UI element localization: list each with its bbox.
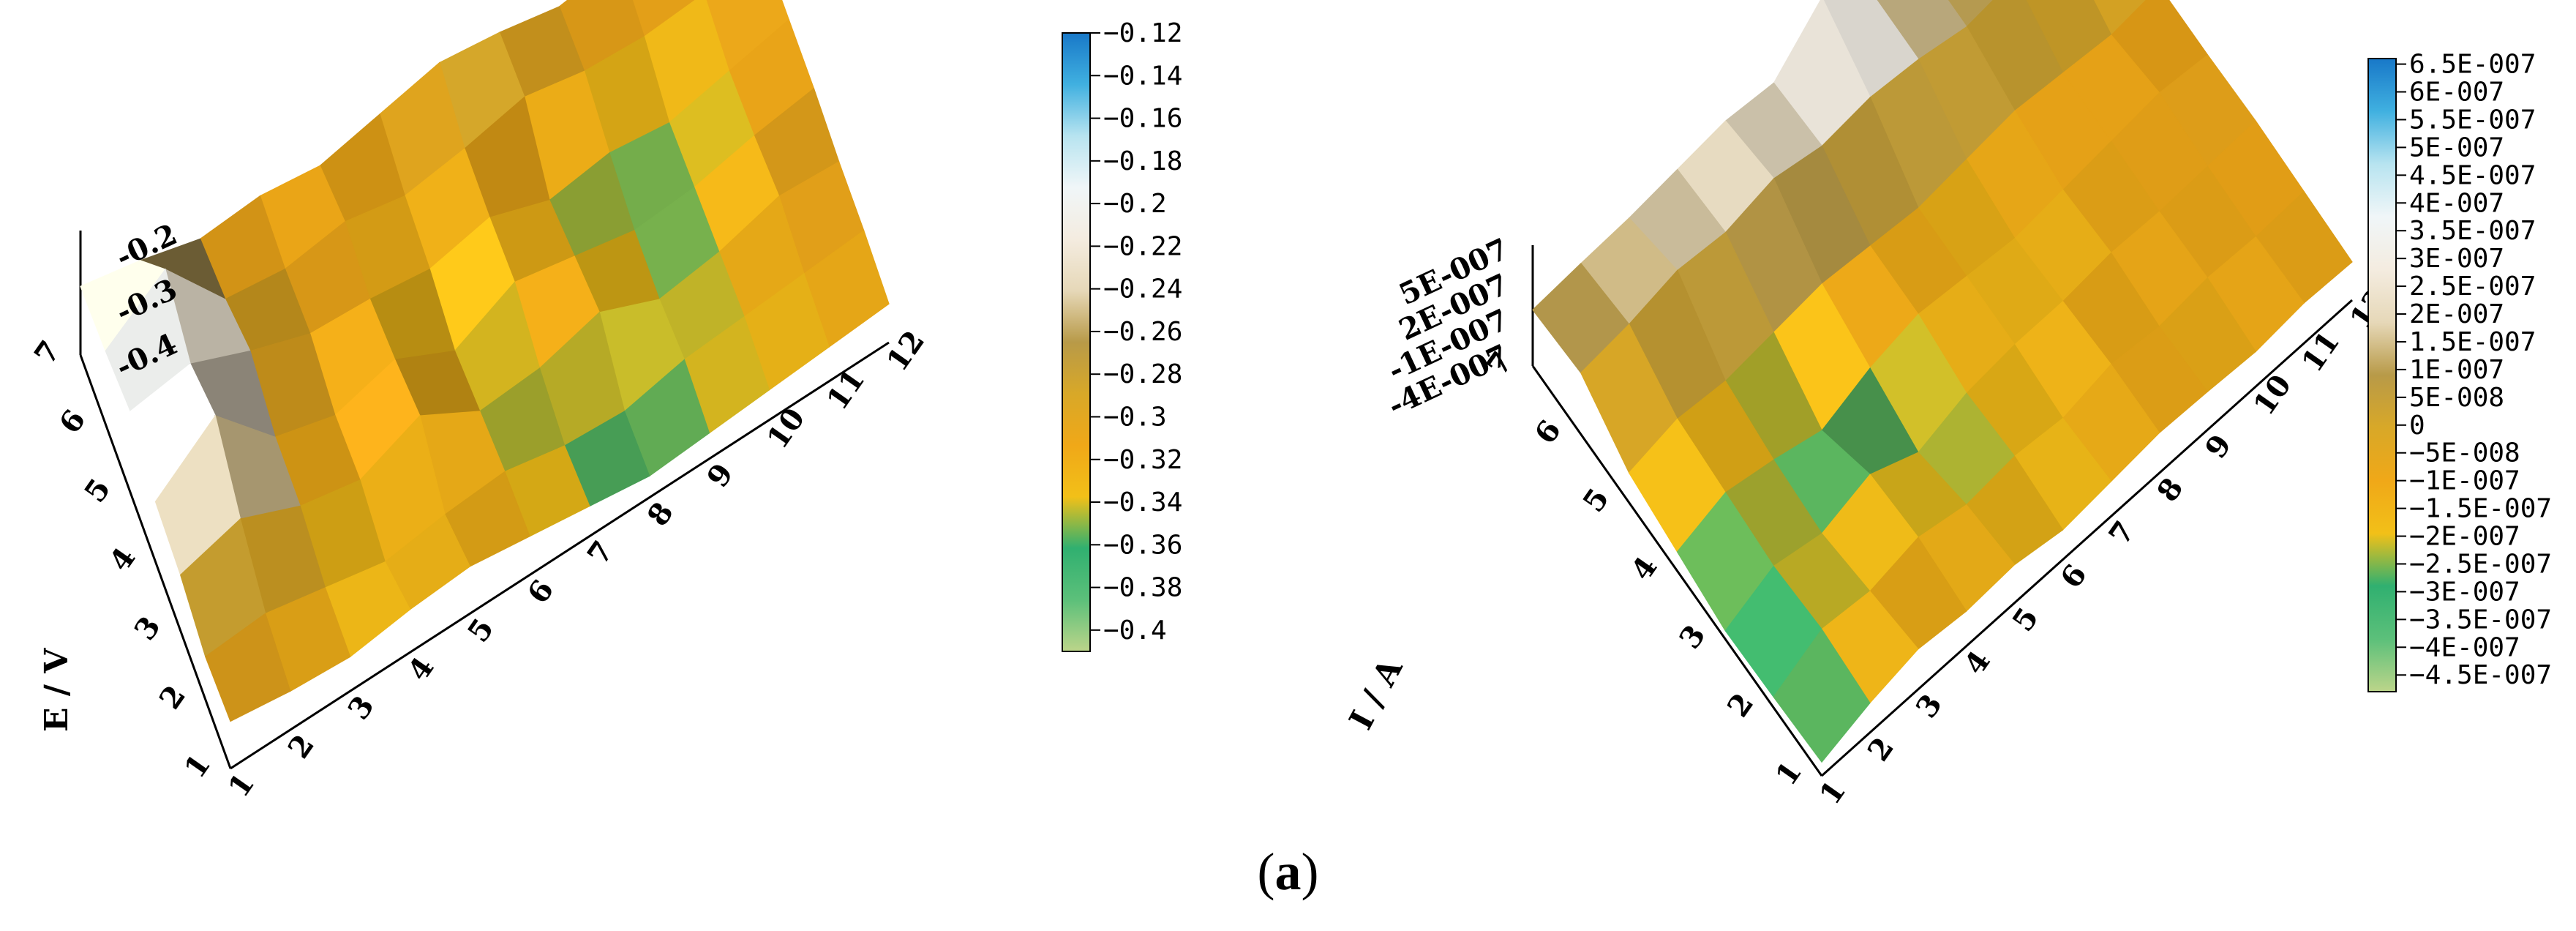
colorbar-tick-label: −0.16 <box>1103 104 1182 134</box>
colorbar-tick-label: −1E-007 <box>2409 466 2520 496</box>
y-tick-label: 4 <box>102 541 142 577</box>
colorbar-tick-label: 6.5E-007 <box>2409 50 2536 80</box>
x-tick-label: 8 <box>640 496 680 533</box>
colorbar-tick-label: 5E-007 <box>2409 132 2504 162</box>
x-tick-label: 3 <box>341 689 380 726</box>
surface-patch <box>1947 0 1994 28</box>
y-tick-label: 5 <box>78 472 117 509</box>
colorbar-tick-label: 1E-007 <box>2409 355 2504 385</box>
surface-patch <box>205 613 291 722</box>
caption-close: ) <box>1301 842 1319 901</box>
colorbar-tick-label: −0.4 <box>1103 616 1167 646</box>
x-tick-label: 2 <box>282 728 321 765</box>
caption-letter: a <box>1274 842 1302 901</box>
colorbar-tick-label: −0.22 <box>1103 231 1182 261</box>
colorbar-tick-label: −0.34 <box>1103 487 1182 517</box>
colorbar-tick-label: −0.28 <box>1103 359 1182 389</box>
colorbar-scale <box>1062 32 1091 652</box>
x-tick-label: 12 <box>880 324 931 378</box>
surface <box>1532 0 2353 763</box>
colorbar-tick-label: −0.24 <box>1103 274 1182 304</box>
y-tick-label: 6 <box>1528 414 1568 450</box>
colorbar-tick-label: −1.5E-007 <box>2409 494 2552 524</box>
colorbar: 6.5E-0076E-0075.5E-0075E-0074.5E-0074E-0… <box>2367 50 2552 692</box>
x-tick-label: 7 <box>581 535 620 572</box>
y-tick-label: 2 <box>1721 687 1760 724</box>
x-axis-line <box>1820 299 2354 777</box>
colorbar-tick-label: 4.5E-007 <box>2409 160 2536 190</box>
x-tick-label: 9 <box>700 457 740 494</box>
x-tick-label: 1 <box>1813 774 1852 811</box>
colorbar-tick-label: 6E-007 <box>2409 78 2504 108</box>
colorbar-tick-label: 1.5E-007 <box>2409 327 2536 357</box>
caption-open: ( <box>1257 842 1275 901</box>
z-tick-labels: -0.2-0.3-0.4 <box>110 217 182 384</box>
y-tick-label: 3 <box>127 610 167 647</box>
colorbar-tick-label: −0.38 <box>1103 573 1182 603</box>
y-tick-label: 5 <box>1576 482 1615 519</box>
x-tick-label: 6 <box>521 573 560 610</box>
colorbar-tick-label: −4.5E-007 <box>2409 660 2552 690</box>
y-tick-label: 1 <box>178 748 217 785</box>
y-tick-label: 3 <box>1672 618 1712 655</box>
x-tick-label: 5 <box>461 612 500 648</box>
x-tick-label: 10 <box>2247 368 2298 422</box>
y-tick-label: 1 <box>1769 755 1809 792</box>
y-axis-line <box>79 354 232 769</box>
colorbar-tick-label: −0.26 <box>1103 317 1182 347</box>
colorbar-tick-label: −3E-007 <box>2409 577 2520 607</box>
colorbar: −0.12 −0.14 −0.16 −0.18 −0.2 −0.22 −0.24 −0.26 −… <box>1062 18 1182 652</box>
axes-frame <box>79 231 890 770</box>
x-tick-label: 1 <box>222 767 261 804</box>
z-axis-label: E / V <box>38 648 75 732</box>
colorbar-tick-label: −0.32 <box>1103 445 1182 475</box>
colorbar-tick-label: 0 <box>2409 411 2425 441</box>
colorbar-tick-label: −0.2 <box>1103 189 1167 219</box>
colorbar-tick-label: −0.12 <box>1103 18 1182 48</box>
z-axis-label: I / A <box>1343 652 1411 736</box>
x-tick-label: 11 <box>820 363 871 416</box>
figure-caption: (a) <box>0 842 2576 902</box>
colorbar-scale <box>2367 58 2397 692</box>
colorbar-tick-label: −4E-007 <box>2409 632 2520 662</box>
y-tick-label: 2 <box>153 679 192 716</box>
colorbar-tick-label: −0.18 <box>1103 146 1182 176</box>
x-tick-label: 11 <box>2295 325 2346 378</box>
colorbar-tick-label: 5E-008 <box>2409 383 2504 413</box>
y-axis-line <box>1531 365 1823 777</box>
colorbar-tick-label: 4E-007 <box>2409 188 2504 218</box>
colorbar-tick-label: −0.36 <box>1103 530 1182 560</box>
x-tick-label: 4 <box>401 651 440 687</box>
colorbar-tick-label: 2.5E-007 <box>2409 272 2536 302</box>
x-axis-line <box>230 341 890 770</box>
colorbar-tick-label: −0.14 <box>1103 61 1182 91</box>
y-tick-label: 7 <box>28 334 67 371</box>
colorbar-tick-label: −2.5E-007 <box>2409 549 2552 579</box>
colorbar-tick-label: −3.5E-007 <box>2409 605 2552 635</box>
y-tick-label: 4 <box>1624 550 1664 587</box>
colorbar-tick-label: 2E-007 <box>2409 299 2504 329</box>
colorbar-tick-label: −0.3 <box>1103 402 1167 432</box>
surface-plot-right: 12345678910111212345675E-0072E-007-1E-00… <box>1343 0 2552 811</box>
y-tick-label: 6 <box>53 403 92 440</box>
colorbar-tick-label: 3E-007 <box>2409 244 2504 274</box>
surface-patch <box>1773 628 1871 763</box>
x-tick-label: 10 <box>760 402 811 455</box>
colorbar-tick-label: −2E-007 <box>2409 522 2520 552</box>
colorbar-tick-label: −5E-008 <box>2409 438 2520 468</box>
colorbar-tick-label: 3.5E-007 <box>2409 216 2536 246</box>
axes-frame <box>1531 245 2354 777</box>
surface <box>80 0 890 722</box>
colorbar-tick-label: 5.5E-007 <box>2409 105 2536 135</box>
